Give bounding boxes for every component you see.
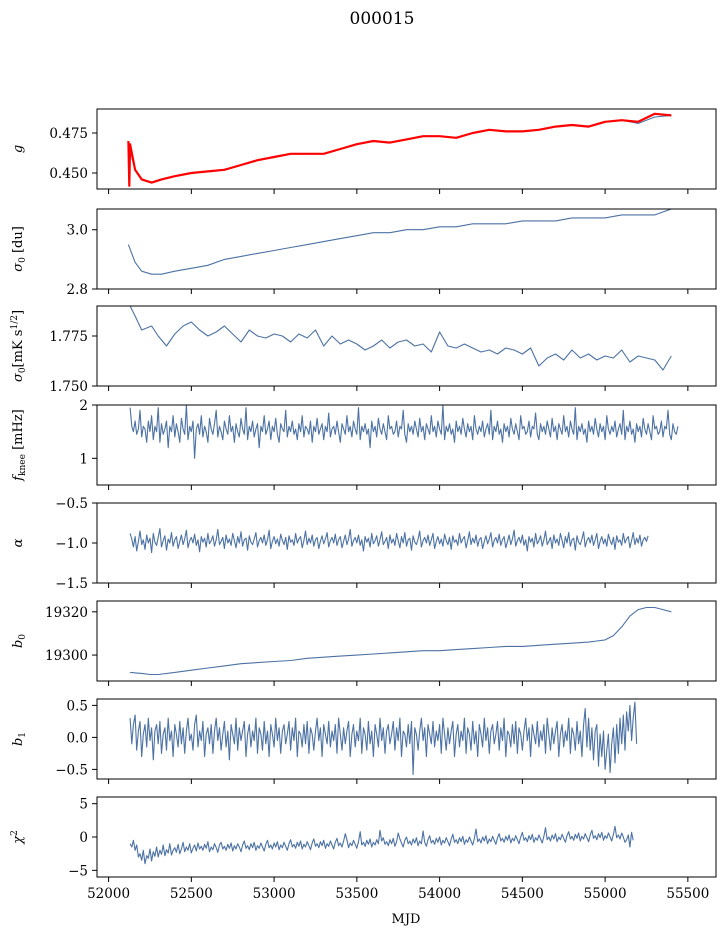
x-tick-label-54500: 54500	[501, 886, 544, 902]
panel-5-y-tick-label-1: −1.0	[55, 536, 88, 552]
panel-5: −1.5 −1.0 −0.5 α	[11, 496, 717, 592]
x-tick-label-55000: 55000	[584, 886, 627, 902]
panel-6-y-axis-label: b0	[11, 634, 28, 648]
panel-6: 19300 19320 b0	[11, 600, 717, 686]
panel-8-y-tick-label-1: 0	[79, 830, 88, 846]
panel-7-frame	[96, 698, 717, 780]
x-tick-label-54000: 54000	[418, 886, 461, 902]
panel-3-frame	[96, 305, 717, 387]
x-tick-label-55500: 55500	[666, 886, 709, 902]
panel-2-y-tick-label-1: 3.0	[67, 223, 88, 239]
panel-1: 0.450 0.475 g	[11, 108, 717, 194]
panels: 0.450 0.475 g 2.8 3.0 σ0 [du] 1.750 1.775 σ0[mK …	[10, 108, 717, 902]
panel-1-series-2-line	[127, 112, 672, 187]
panel-8-series-1-line	[129, 825, 634, 865]
panel-4-y-tick-label-1: 2	[79, 398, 88, 414]
panel-6-series-1-line	[130, 606, 672, 676]
panel-2: 2.8 3.0 σ0 [du]	[11, 208, 717, 298]
panel-6-y-tick-label-0: 19300	[45, 648, 88, 664]
panel-1-y-axis-label: g	[11, 145, 26, 153]
panel-8-y-axis-label: χ2	[10, 830, 26, 845]
panel-1-y-tick-label-0: 0.450	[49, 166, 88, 182]
panel-3-y-axis-label: σ0[mK s1/2]	[10, 310, 28, 382]
panel-1-y-tick-label-1: 0.475	[49, 126, 88, 142]
panel-8: 52000 52500 53000 53500 54000 54500 55000 55500…	[10, 796, 717, 902]
figure-title: 000015	[350, 9, 415, 29]
x-tick-label-52500: 52500	[170, 886, 213, 902]
x-tick-label-53500: 53500	[335, 886, 378, 902]
x-tick-label-53000: 53000	[253, 886, 296, 902]
panel-3-y-tick-label-0: 1.750	[49, 379, 88, 395]
panel-5-y-axis-label: α	[11, 538, 26, 547]
panel-2-series-1-line	[127, 209, 672, 275]
panel-7-y-tick-label-1: 0.0	[67, 730, 88, 746]
panel-5-y-tick-label-2: −0.5	[55, 496, 88, 512]
panel-8-y-tick-label-2: 5	[79, 797, 88, 813]
x-axis-label: MJD	[392, 912, 421, 927]
panel-6-y-tick-label-1: 19320	[45, 605, 88, 621]
panel-7-y-tick-label-0: −0.5	[55, 762, 88, 778]
panel-7-y-axis-label: b1	[11, 732, 28, 746]
panel-2-frame	[96, 208, 717, 290]
panel-1-frame	[96, 108, 717, 190]
panel-3-y-tick-label-1: 1.775	[49, 329, 88, 345]
panel-5-y-tick-label-0: −1.5	[55, 576, 88, 592]
panel-2-y-axis-label: σ0 [du]	[11, 226, 28, 272]
panel-7-series-1-line	[129, 701, 638, 776]
panel-4-y-tick-label-0: 1	[79, 451, 88, 467]
panel-2-y-tick-label-0: 2.8	[67, 282, 88, 298]
panel-3: 1.750 1.775 σ0[mK s1/2]	[10, 305, 717, 395]
panel-5-series-1-line	[129, 528, 649, 554]
panel-4-y-axis-label: fknee [mHz]	[11, 409, 28, 482]
x-tick-label-52000: 52000	[87, 886, 130, 902]
panel-7-y-tick-label-2: 0.5	[67, 698, 88, 714]
panel-4-frame	[96, 404, 717, 486]
panel-6-frame	[96, 600, 717, 682]
panel-4: 1 2 fknee [mHz]	[11, 398, 717, 490]
panel-8-y-tick-label-0: −5	[68, 863, 88, 879]
panel-4-series-1-line	[129, 405, 679, 459]
panel-7: −0.5 0.0 0.5 b1	[11, 698, 717, 784]
panel-3-series-1-line	[129, 306, 672, 371]
